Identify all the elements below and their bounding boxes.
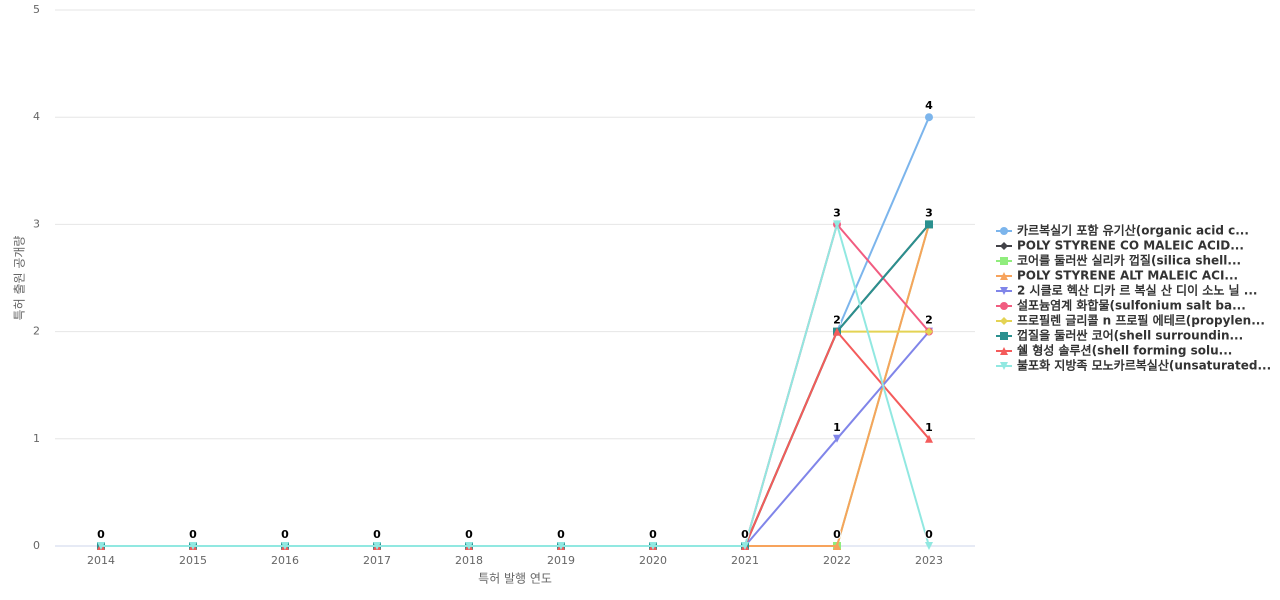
data-label: 2 (925, 314, 933, 327)
series (97, 220, 933, 550)
data-label: 3 (925, 206, 933, 219)
data-point (833, 327, 841, 336)
data-point (833, 542, 841, 550)
data-label: 0 (189, 528, 197, 541)
data-label: 0 (557, 528, 565, 541)
legend-label: 카르복실기 포함 유기산(organic acid c... (1017, 223, 1249, 238)
series (97, 220, 933, 550)
x-tick-label: 2017 (363, 554, 391, 567)
x-tick-label: 2016 (271, 554, 299, 567)
series (97, 220, 933, 550)
y-tick-label: 2 (33, 325, 40, 338)
data-label: 0 (465, 528, 473, 541)
series (97, 220, 933, 550)
data-label: 0 (833, 528, 841, 541)
data-label: 0 (649, 528, 657, 541)
data-point (189, 542, 197, 550)
legend-label: 코어를 둘러싼 실리카 껍질(silica shell... (1017, 253, 1241, 268)
legend-label: 껍질을 둘러싼 코어(shell surroundin... (1017, 328, 1243, 343)
data-point (925, 327, 933, 336)
legend-marker (1000, 227, 1008, 235)
legend-marker (1000, 242, 1008, 250)
data-point (557, 542, 565, 550)
x-tick-label: 2015 (179, 554, 207, 567)
data-label: 0 (741, 528, 749, 541)
legend-label: 설포늄염계 화합물(sulfonium salt ba... (1017, 298, 1246, 313)
series-line (101, 222, 930, 547)
x-tick-label: 2018 (455, 554, 483, 567)
x-axis-title: 특허 발행 연도 (478, 571, 552, 586)
data-point (281, 542, 289, 550)
series (97, 220, 933, 550)
legend-marker (1000, 317, 1008, 325)
x-tick-label: 2019 (547, 554, 575, 567)
series-line (101, 223, 930, 547)
data-point (925, 434, 933, 443)
data-label: 2 (833, 314, 841, 327)
data-point (465, 542, 473, 550)
legend-marker (1000, 272, 1008, 280)
data-label: 1 (925, 421, 933, 434)
data-label: 1 (833, 421, 841, 434)
data-point (925, 220, 933, 229)
data-label: 0 (373, 528, 381, 541)
data-label: 0 (925, 528, 933, 541)
legend-marker (1000, 302, 1008, 310)
legend-marker (1000, 287, 1008, 295)
data-point (925, 113, 933, 122)
data-point (925, 542, 933, 550)
y-tick-label: 5 (33, 3, 40, 16)
legend-label: POLY STYRENE CO MALEIC ACID... (1017, 239, 1244, 253)
y-tick-label: 3 (33, 217, 40, 230)
series-line (101, 224, 930, 547)
y-axis-title: 특허 출원 공개량 (13, 236, 27, 321)
data-point (373, 542, 381, 550)
y-tick-label: 0 (33, 539, 40, 552)
legend-marker (1000, 347, 1008, 355)
x-tick-label: 2020 (639, 554, 667, 567)
legend-label: 불포화 지방족 모노카르복실산(unsaturated... (1017, 358, 1271, 373)
legend-marker (1000, 257, 1008, 265)
series (97, 220, 933, 550)
y-tick-label: 4 (33, 110, 40, 123)
data-point (97, 542, 105, 550)
legend-label: 프로필렌 글리콜 n 프로필 에테르(propylen... (1017, 313, 1265, 328)
data-point (741, 542, 749, 550)
x-tick-label: 2023 (915, 554, 943, 567)
legend-label: 2 시클로 헥산 디카 르 복실 산 디이 소노 닐 ... (1017, 283, 1257, 298)
series-line (101, 220, 930, 547)
legend-label: 쉘 형성 솔루션(shell forming solu... (1017, 343, 1232, 358)
data-label: 4 (925, 99, 933, 112)
legend-label: POLY STYRENE ALT MALEIC ACI... (1017, 269, 1238, 283)
x-tick-label: 2014 (87, 554, 115, 567)
legend-marker (1000, 332, 1008, 340)
x-tick-label: 2022 (823, 554, 851, 567)
data-point (649, 542, 657, 550)
data-label: 3 (833, 206, 841, 219)
x-tick-label: 2021 (731, 554, 759, 567)
legend-marker (1000, 362, 1008, 370)
y-tick-label: 1 (33, 432, 40, 445)
data-point (833, 434, 841, 443)
series-line (101, 223, 930, 547)
data-label: 0 (281, 528, 289, 541)
data-point (833, 220, 841, 229)
data-label: 0 (97, 528, 105, 541)
series-line (101, 224, 930, 547)
